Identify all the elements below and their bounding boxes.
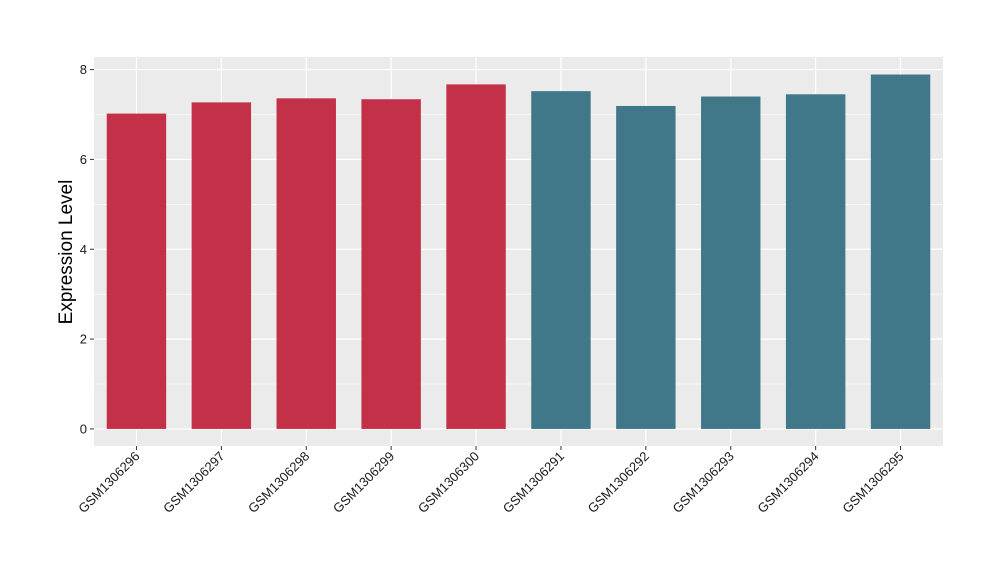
y-tick-label: 4 xyxy=(80,242,87,257)
x-tick-label: GSM1306294 xyxy=(754,449,821,516)
bar-GSM1306293 xyxy=(701,96,761,429)
y-tick-label: 2 xyxy=(80,332,87,347)
x-tick-label: GSM1306298 xyxy=(245,449,312,516)
y-axis-title: Expression Level xyxy=(56,180,77,325)
bar-GSM1306292 xyxy=(616,105,676,429)
y-tick-label: 8 xyxy=(80,62,87,77)
x-tick-label: GSM1306291 xyxy=(500,449,567,516)
x-tick-label: GSM1306295 xyxy=(839,449,906,516)
bar-GSM1306300 xyxy=(446,84,506,429)
bars xyxy=(106,74,931,429)
y-tick-label: 6 xyxy=(80,152,87,167)
x-tick-label: GSM1306297 xyxy=(160,449,227,516)
x-tick-label: GSM1306296 xyxy=(75,449,142,516)
y-tick-label: 0 xyxy=(80,421,87,436)
x-tick-label: GSM1306293 xyxy=(670,449,737,516)
bar-GSM1306291 xyxy=(531,91,591,429)
bar-GSM1306295 xyxy=(870,74,931,429)
bar-GSM1306298 xyxy=(276,98,336,429)
bar-GSM1306299 xyxy=(361,99,421,429)
bar-GSM1306297 xyxy=(191,102,252,429)
x-tick-label: GSM1306300 xyxy=(415,449,482,516)
x-tick-label: GSM1306299 xyxy=(330,449,397,516)
bar-GSM1306296 xyxy=(106,113,167,429)
y-axis: 0 2 4 6 8 xyxy=(80,62,94,436)
bar-GSM1306294 xyxy=(785,94,846,429)
x-axis: GSM1306296 GSM1306297 GSM1306298 GSM1306299… xyxy=(75,446,907,516)
x-tick-label: GSM1306292 xyxy=(585,449,652,516)
